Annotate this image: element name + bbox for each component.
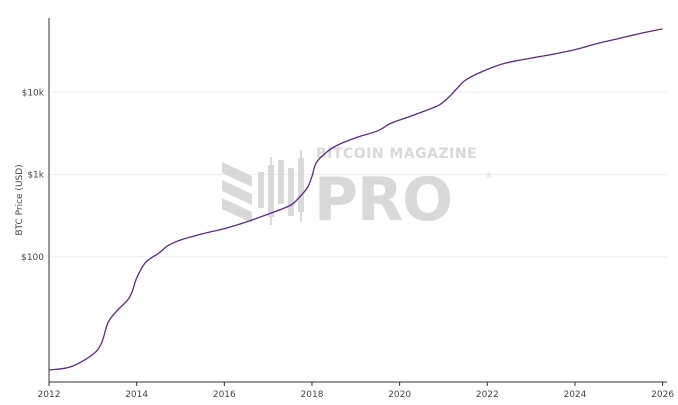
- x-tick-label: 2014: [125, 390, 148, 400]
- watermark-registered-mark: ®: [485, 171, 493, 180]
- series-layer: [48, 28, 663, 371]
- x-tick-label: 2012: [38, 390, 61, 400]
- x-tick-label: 2026: [651, 390, 674, 400]
- watermark-logo-mark: [222, 150, 304, 225]
- y-tick-label: $1k: [27, 171, 44, 181]
- x-tick-label: 2016: [213, 390, 236, 400]
- y-tick-label: $10k: [22, 88, 45, 98]
- y-axis-title: BTC Price (USD): [15, 164, 25, 235]
- x-axis-ticks: 2012 2014 2016 2018 2020 2022 2024 2026: [38, 382, 674, 400]
- btc-price-series-line: [48, 28, 663, 371]
- y-tick-label: $100: [21, 253, 44, 263]
- watermark-top-text: BITCOIN MAGAZINE: [316, 146, 477, 162]
- x-tick-label: 2018: [301, 390, 324, 400]
- x-tick-label: 2024: [564, 390, 587, 400]
- axes: [48, 18, 667, 383]
- y-axis-ticks: $100 $1k $10k: [21, 88, 45, 262]
- watermark-main-text: PRO: [314, 165, 452, 235]
- x-tick-label: 2022: [476, 390, 499, 400]
- x-tick-label: 2020: [388, 390, 411, 400]
- bitcoin-magazine-pro-watermark: BITCOIN MAGAZINE PRO ®: [222, 146, 493, 235]
